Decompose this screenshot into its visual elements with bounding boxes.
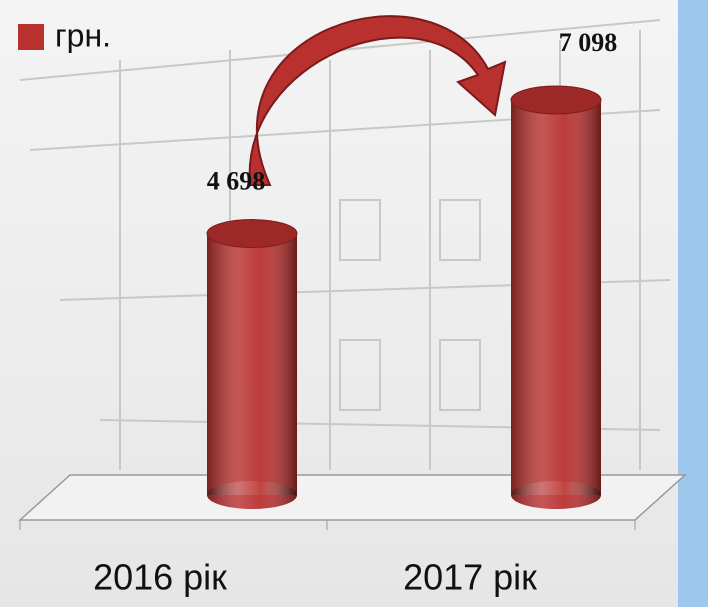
x-tick-label: 2017 рік <box>403 557 537 598</box>
value-label: 7 098 <box>559 28 618 57</box>
page: грн. 4 6982016 рік7 0982017 рік (() => {… <box>0 0 708 607</box>
bar-top-shade <box>511 86 601 114</box>
x-tick-label: 2016 рік <box>93 557 227 598</box>
bar-shade <box>511 100 601 495</box>
bar-top-shade <box>207 220 297 248</box>
bar-shade <box>207 234 297 495</box>
legend-label: грн. <box>55 17 111 53</box>
bar-base-shade <box>207 481 297 509</box>
legend-swatch <box>18 24 44 50</box>
chart: грн. 4 698 2016 рік 7 098 2017 рік <box>0 0 708 607</box>
value-label: 4 698 <box>207 167 266 196</box>
side-strip <box>678 0 708 607</box>
bar-base-shade <box>511 481 601 509</box>
